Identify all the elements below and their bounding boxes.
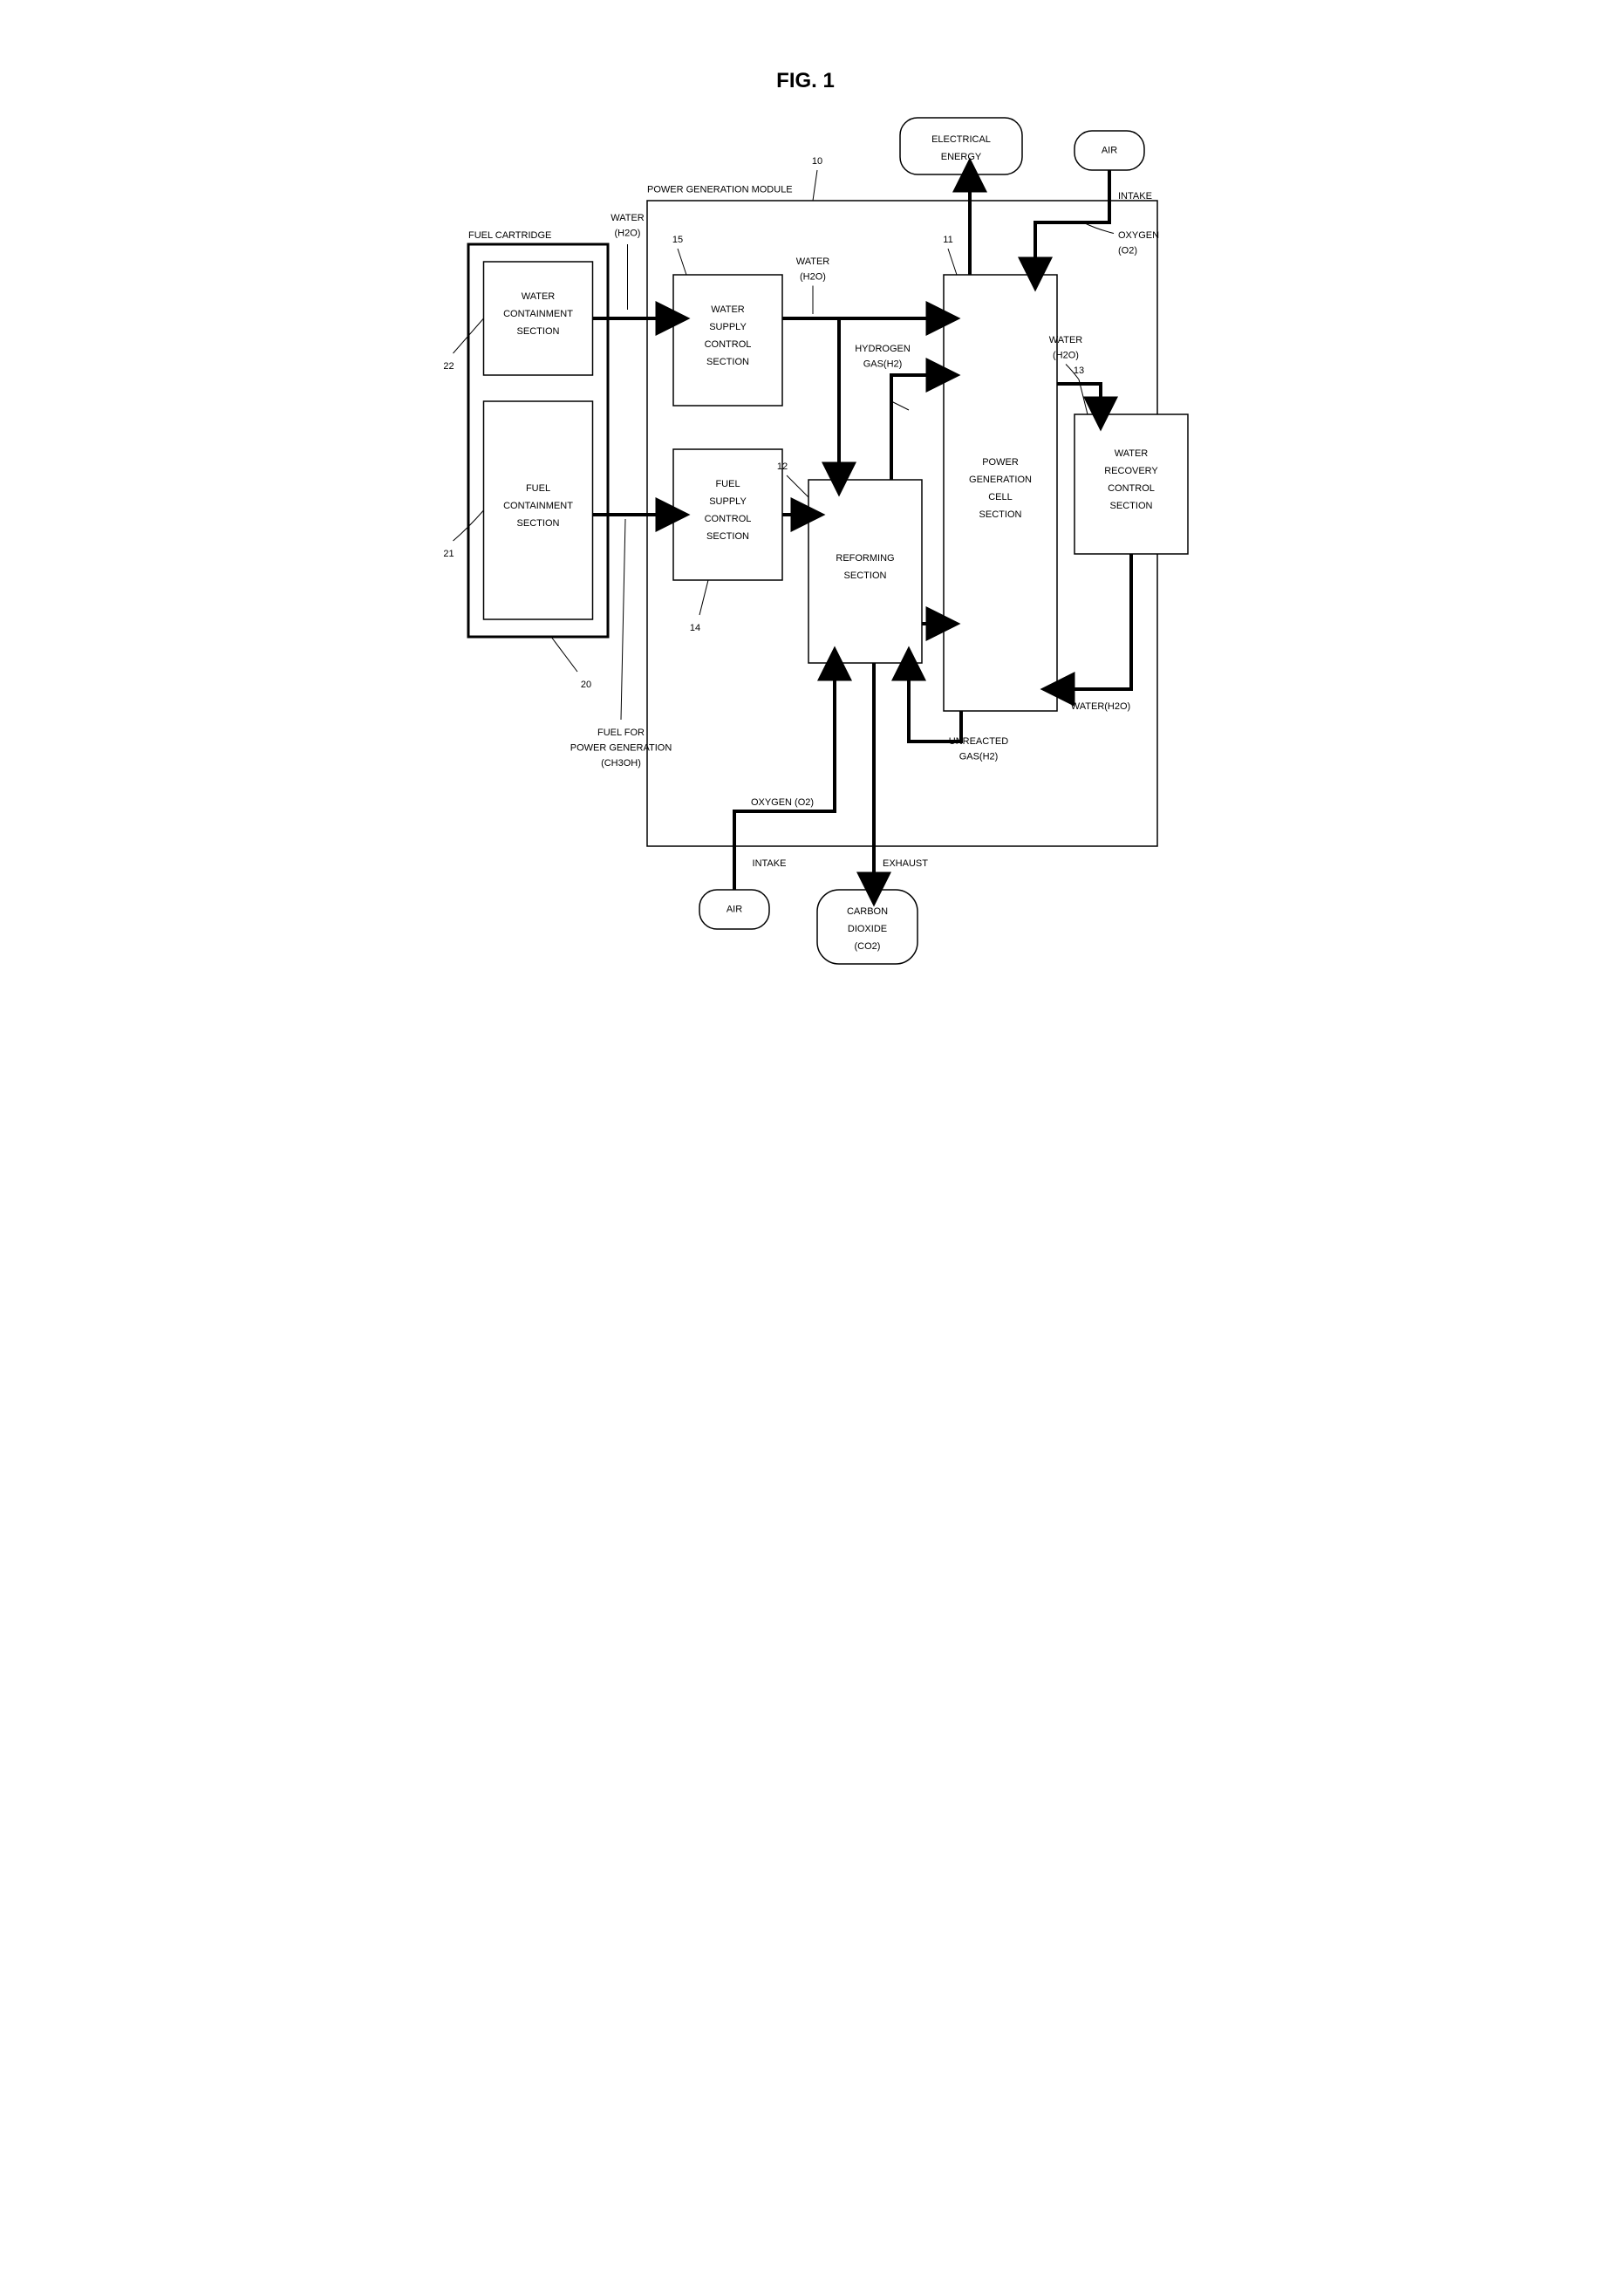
co2-l3: (CO2) — [854, 941, 880, 952]
water-r-l1: WATER — [1048, 335, 1082, 345]
ee-l1: ELECTRICAL — [931, 134, 991, 145]
wr-l4: SECTION — [1109, 501, 1152, 511]
co2-l2: DIOXIDE — [847, 924, 886, 934]
ws-l4: SECTION — [706, 357, 749, 367]
module-label: POWER GENERATION MODULE — [647, 184, 793, 195]
wr-l2: RECOVERY — [1104, 466, 1158, 476]
fuel-l1: FUEL FOR — [597, 728, 645, 738]
fs-l3: CONTROL — [704, 514, 751, 524]
pc-l1: POWER — [982, 457, 1019, 468]
un-l1: UNREACTED — [948, 736, 1008, 747]
exhaust: EXHAUST — [883, 858, 928, 869]
o2-top-l1: OXYGEN — [1118, 230, 1159, 241]
h2-l1: HYDROGEN — [855, 344, 911, 354]
water-mid-l1: WATER — [795, 256, 829, 267]
water-r-l2: (H2O) — [1053, 350, 1079, 360]
fc-l2: CONTAINMENT — [503, 501, 573, 511]
wc-ref: 22 — [443, 361, 454, 372]
wr-l3: CONTROL — [1108, 483, 1155, 494]
fc-ref: 21 — [443, 549, 454, 559]
wr-l1: WATER — [1114, 448, 1148, 459]
fuel-l2: POWER GENERATION — [570, 742, 672, 753]
rf-ref: 12 — [776, 461, 787, 472]
wc-l2: CONTAINMENT — [503, 309, 573, 319]
o2-top-l2: (O2) — [1118, 245, 1137, 256]
fs-ref: 14 — [689, 623, 699, 633]
o2-bot: OXYGEN (O2) — [750, 797, 813, 808]
fuel-l3: (CH3OH) — [601, 758, 641, 769]
pc-l3: CELL — [988, 492, 1013, 502]
water-top-l2: (H2O) — [614, 228, 640, 238]
fc-l1: FUEL — [525, 483, 549, 494]
water-bot: WATER(H2O) — [1070, 701, 1129, 712]
fs-l4: SECTION — [706, 531, 749, 542]
pc-l4: SECTION — [979, 509, 1021, 520]
intake-bot: INTAKE — [752, 858, 786, 869]
module-ref: 10 — [811, 156, 822, 167]
pc-ref: 11 — [943, 235, 952, 245]
wc-l1: WATER — [521, 291, 555, 302]
ws-l3: CONTROL — [704, 339, 751, 350]
pc-l2: GENERATION — [969, 475, 1032, 485]
h2-l2: GAS(H2) — [863, 359, 902, 369]
wc-l3: SECTION — [516, 326, 559, 337]
ee-l2: ENERGY — [940, 152, 981, 162]
rf-l2: SECTION — [843, 571, 886, 581]
air-bottom: AIR — [726, 904, 741, 914]
ws-l2: SUPPLY — [709, 322, 747, 332]
diagram-canvas: FIG. 1 FUEL CARTRIDGE WATER CONTAINMENT … — [403, 35, 1208, 1183]
fs-l1: FUEL — [715, 479, 740, 489]
un-l2: GAS(H2) — [958, 751, 998, 762]
water-top-l1: WATER — [611, 213, 645, 223]
cartridge-ref: 20 — [580, 680, 590, 690]
fc-l3: SECTION — [516, 518, 559, 529]
rf-l1: REFORMING — [836, 553, 894, 564]
figure-title: FIG. 1 — [776, 69, 835, 92]
water-mid-l2: (H2O) — [800, 271, 826, 282]
fs-l2: SUPPLY — [709, 496, 747, 507]
cartridge-label: FUEL CARTRIDGE — [468, 230, 551, 241]
electrical-pill — [900, 118, 1022, 174]
ws-ref: 15 — [672, 235, 682, 245]
co2-l1: CARBON — [846, 906, 887, 917]
intake-top: INTAKE — [1118, 191, 1152, 202]
air-top: AIR — [1101, 145, 1116, 155]
ws-l1: WATER — [711, 304, 745, 315]
